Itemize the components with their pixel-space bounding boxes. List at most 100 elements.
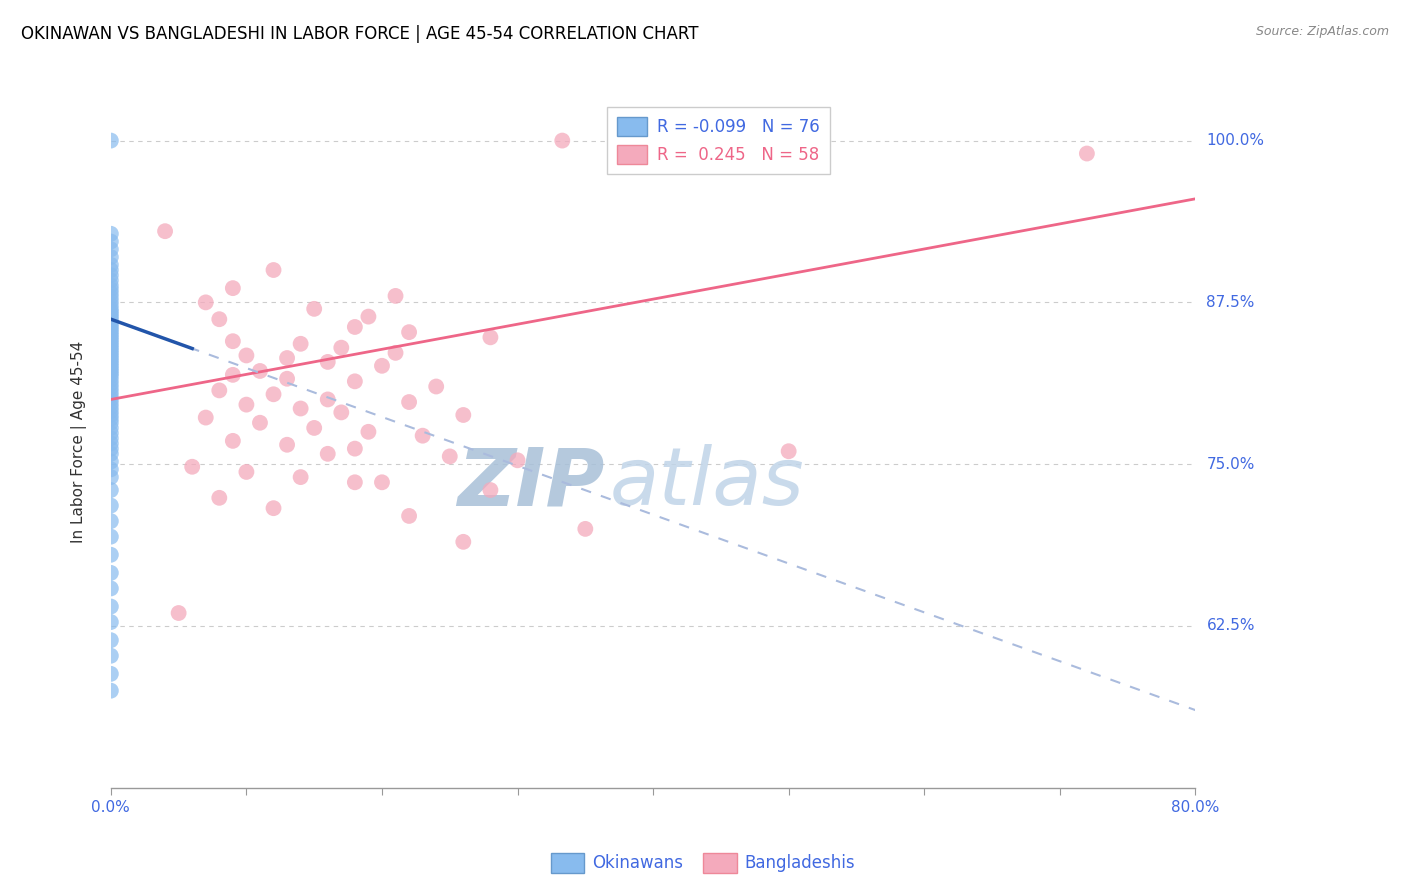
Point	[100, 263, 122, 277]
Point	[100, 442, 122, 456]
Point	[100, 318, 122, 332]
Point	[100, 396, 122, 410]
Point	[1076, 146, 1098, 161]
Point	[100, 648, 122, 663]
Point	[249, 416, 271, 430]
Point	[222, 281, 245, 295]
Point	[398, 508, 420, 523]
Point	[100, 462, 122, 476]
Point	[453, 408, 475, 422]
Point	[276, 372, 298, 386]
Point	[778, 444, 800, 458]
Point	[100, 416, 122, 430]
Point	[453, 534, 475, 549]
Point	[194, 295, 217, 310]
Point	[100, 582, 122, 596]
Point	[425, 379, 447, 393]
Point	[100, 401, 122, 415]
Text: OKINAWAN VS BANGLADESHI IN LABOR FORCE | AGE 45-54 CORRELATION CHART: OKINAWAN VS BANGLADESHI IN LABOR FORCE |…	[21, 25, 699, 43]
Point	[343, 475, 366, 490]
Point	[330, 341, 353, 355]
Point	[276, 438, 298, 452]
Point	[100, 384, 122, 399]
Point	[208, 491, 231, 505]
Legend: Okinawans, Bangladeshis: Okinawans, Bangladeshis	[544, 847, 862, 880]
Point	[302, 421, 325, 435]
Point	[100, 421, 122, 435]
Point	[330, 405, 353, 419]
Point	[194, 410, 217, 425]
Point	[100, 361, 122, 376]
Point	[100, 304, 122, 318]
Point	[100, 301, 122, 316]
Point	[100, 548, 122, 562]
Point	[100, 431, 122, 445]
Point	[302, 301, 325, 316]
Point	[100, 290, 122, 304]
Point	[100, 666, 122, 681]
Point	[100, 258, 122, 272]
Point	[100, 341, 122, 355]
Point	[153, 224, 176, 238]
Point	[100, 338, 122, 352]
Point	[100, 447, 122, 461]
Point	[100, 633, 122, 648]
Point	[100, 298, 122, 312]
Text: Source: ZipAtlas.com: Source: ZipAtlas.com	[1256, 25, 1389, 38]
Point	[100, 599, 122, 614]
Point	[479, 330, 502, 344]
Point	[249, 364, 271, 378]
Point	[100, 376, 122, 391]
Point	[316, 355, 339, 369]
Point	[100, 514, 122, 528]
Legend: R = -0.099   N = 76, R =  0.245   N = 58: R = -0.099 N = 76, R = 0.245 N = 58	[607, 107, 830, 174]
Point	[100, 282, 122, 296]
Point	[316, 447, 339, 461]
Point	[235, 398, 257, 412]
Point	[100, 335, 122, 350]
Point	[100, 483, 122, 497]
Point	[384, 289, 406, 303]
Point	[100, 330, 122, 344]
Point	[100, 343, 122, 358]
Point	[100, 325, 122, 339]
Point	[100, 312, 122, 326]
Point	[100, 369, 122, 384]
Point	[100, 436, 122, 450]
Point	[506, 453, 529, 467]
Point	[222, 334, 245, 349]
Point	[343, 320, 366, 334]
Point	[100, 315, 122, 329]
Point	[276, 351, 298, 365]
Point	[100, 235, 122, 249]
Point	[100, 286, 122, 301]
Point	[100, 307, 122, 321]
Point	[100, 404, 122, 418]
Point	[290, 401, 312, 416]
Point	[100, 242, 122, 256]
Text: ZIP: ZIP	[457, 444, 605, 522]
Point	[167, 606, 190, 620]
Point	[100, 373, 122, 387]
Point	[100, 499, 122, 513]
Point	[100, 322, 122, 336]
Point	[398, 395, 420, 409]
Point	[263, 501, 285, 516]
Point	[357, 425, 380, 439]
Point	[316, 392, 339, 407]
Point	[100, 134, 122, 148]
Point	[100, 364, 122, 378]
Point	[208, 312, 231, 326]
Point	[100, 683, 122, 698]
Point	[357, 310, 380, 324]
Point	[100, 566, 122, 580]
Point	[100, 412, 122, 426]
Point	[100, 367, 122, 381]
Point	[398, 325, 420, 339]
Point	[100, 353, 122, 368]
Point	[100, 408, 122, 422]
Point	[263, 263, 285, 277]
Point	[100, 381, 122, 395]
Point	[100, 388, 122, 402]
Point	[100, 250, 122, 264]
